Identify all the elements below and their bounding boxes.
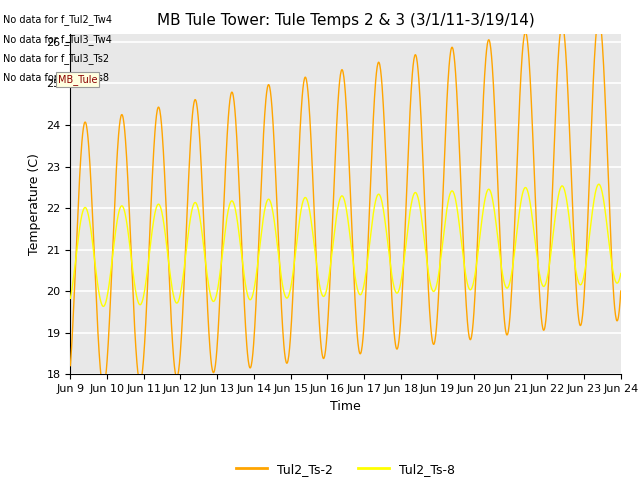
Text: No data for f_Tul3_Ts8: No data for f_Tul3_Ts8 xyxy=(3,72,109,83)
Title: MB Tule Tower: Tule Temps 2 & 3 (3/1/11-3/19/14): MB Tule Tower: Tule Temps 2 & 3 (3/1/11-… xyxy=(157,13,534,28)
Y-axis label: Temperature (C): Temperature (C) xyxy=(28,153,41,255)
Text: No data for f_Tul3_Ts2: No data for f_Tul3_Ts2 xyxy=(3,53,109,64)
Text: No data for f_Tul3_Tw4: No data for f_Tul3_Tw4 xyxy=(3,34,112,45)
Text: MB_Tule: MB_Tule xyxy=(58,74,97,85)
Text: No data for f_Tul2_Tw4: No data for f_Tul2_Tw4 xyxy=(3,14,112,25)
Legend: Tul2_Ts-2, Tul2_Ts-8: Tul2_Ts-2, Tul2_Ts-8 xyxy=(231,457,460,480)
X-axis label: Time: Time xyxy=(330,400,361,413)
